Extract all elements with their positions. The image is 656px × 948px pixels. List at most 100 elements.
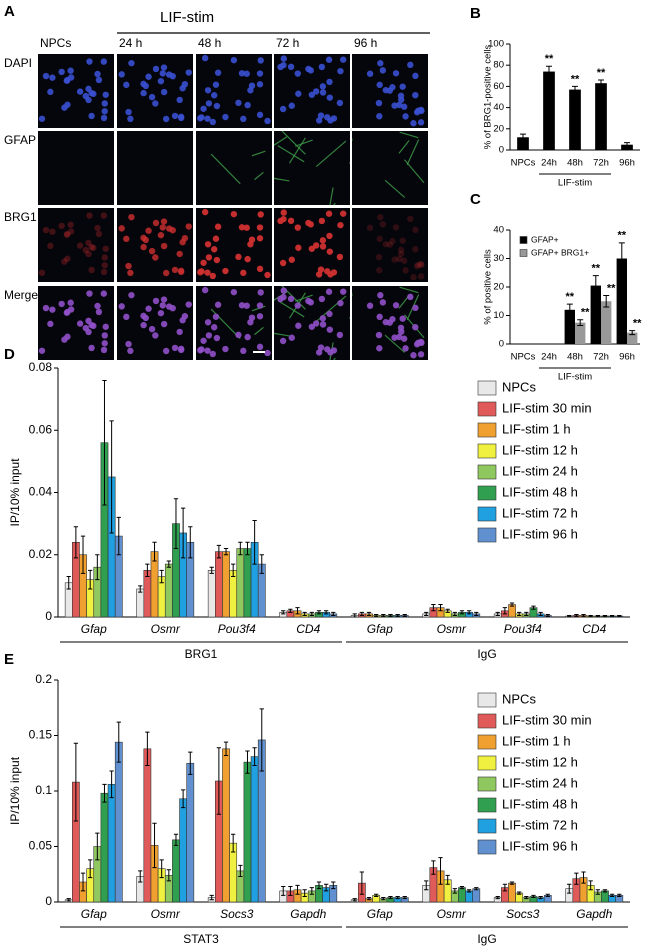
nucleus [200, 337, 207, 344]
panel-label: B [470, 5, 481, 22]
x-tick-label: Pou3f4 [218, 622, 256, 636]
nucleus [58, 222, 65, 230]
x-axis-label: LIF-stim [558, 178, 592, 189]
nucleus [379, 299, 387, 306]
nucleus [340, 210, 347, 217]
nucleus [140, 89, 147, 97]
nucleus [211, 92, 218, 99]
error-bar [116, 516, 121, 556]
nucleus [305, 65, 312, 73]
x-tick-label: Pou3f4 [504, 622, 542, 636]
nucleus [376, 267, 383, 274]
nucleus [171, 112, 179, 120]
nucleus [101, 100, 108, 107]
nucleus [305, 297, 312, 305]
error-bar [495, 611, 500, 616]
error-bar [598, 79, 604, 87]
nucleus [308, 245, 316, 252]
bar [458, 887, 466, 903]
nucleus [399, 83, 406, 90]
row-label: BRG1 [4, 210, 37, 224]
micrograph-frame [197, 286, 271, 358]
nucleus [90, 244, 97, 252]
nucleus [366, 70, 374, 77]
nucleus [330, 115, 338, 122]
error-bar [366, 611, 372, 616]
error-bar [517, 611, 522, 616]
nucleus [47, 320, 54, 328]
error-bar [252, 747, 257, 766]
x-tick-label: 72h [593, 158, 609, 169]
nucleus [366, 302, 374, 309]
nucleus [375, 331, 383, 339]
error-bar [402, 895, 407, 900]
error-bar [531, 605, 536, 610]
micrograph [196, 131, 272, 205]
nucleus [326, 94, 334, 101]
nucleus [159, 302, 166, 309]
error-bar [381, 897, 386, 901]
x-tick-label: 48h [567, 352, 583, 363]
nucleus [157, 77, 165, 85]
nucleus [171, 344, 179, 352]
fiber [254, 171, 264, 181]
nucleus [159, 70, 166, 77]
nucleus [101, 108, 108, 115]
nucleus [407, 293, 414, 301]
error-bar [566, 303, 573, 316]
micrograph-frame [118, 59, 192, 123]
error-bar [302, 889, 307, 897]
nucleus [375, 253, 383, 261]
error-bar [252, 520, 257, 565]
nucleus [200, 105, 207, 112]
nucleus [181, 234, 189, 242]
bar [207, 570, 216, 618]
error-bar [295, 884, 300, 895]
nucleus [209, 118, 216, 126]
legend-swatch [477, 527, 497, 543]
y-axis-label: % of BRG1-positive cells [483, 44, 494, 149]
nucleus [244, 333, 251, 341]
legend-label: LIF-stim 12 h [502, 442, 578, 457]
error-bar [138, 585, 143, 593]
error-bar [388, 895, 393, 900]
y-tick-label: 0 [499, 145, 504, 156]
group-label: IgG [477, 932, 496, 946]
error-bar [188, 751, 193, 775]
nucleus [256, 265, 264, 273]
error-bar [145, 731, 150, 766]
nucleus [400, 257, 408, 264]
x-tick-label: 72h [593, 352, 609, 363]
nucleus [294, 302, 301, 309]
nucleus [412, 323, 419, 331]
fiber [274, 177, 290, 182]
legend-label: LIF-stim 96 h [502, 838, 578, 853]
nucleus [312, 88, 320, 95]
error-bar [231, 563, 236, 578]
bar [215, 551, 223, 618]
nucleus [176, 96, 183, 104]
error-bar [102, 783, 107, 803]
nucleus [398, 328, 405, 335]
nucleus [160, 88, 168, 96]
nucleus [256, 111, 264, 119]
y-tick-label: 30 [493, 253, 504, 264]
x-tick-label: 24h [541, 158, 557, 169]
nucleus [257, 57, 264, 64]
significance: ** [592, 263, 601, 275]
error-bar [173, 833, 179, 846]
nucleus [101, 332, 108, 339]
x-tick-label: Gfap [81, 622, 107, 636]
error-bar [624, 142, 630, 148]
error-bar [180, 507, 186, 559]
nucleus [38, 347, 46, 354]
fiber [399, 131, 419, 139]
error-bar [259, 708, 264, 772]
nucleus [201, 286, 209, 294]
nucleus [95, 230, 103, 238]
error-bar [359, 871, 365, 895]
nucleus [315, 117, 323, 124]
nucleus [288, 256, 295, 263]
legend-label: LIF-stim 72 h [502, 817, 578, 832]
bar [595, 83, 607, 150]
